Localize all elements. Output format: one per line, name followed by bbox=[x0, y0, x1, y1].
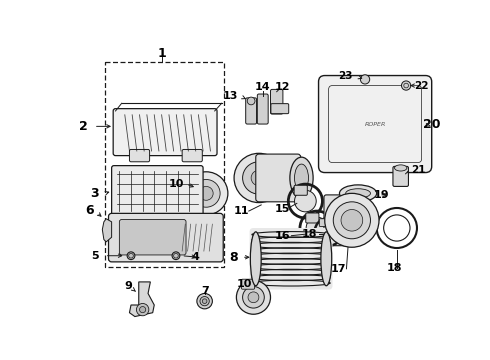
FancyBboxPatch shape bbox=[120, 220, 186, 255]
Text: 22: 22 bbox=[414, 81, 428, 91]
Circle shape bbox=[192, 180, 220, 207]
FancyBboxPatch shape bbox=[257, 94, 268, 124]
Circle shape bbox=[361, 75, 369, 84]
Circle shape bbox=[251, 170, 267, 186]
Circle shape bbox=[199, 186, 213, 200]
Ellipse shape bbox=[394, 165, 407, 171]
Text: 12: 12 bbox=[274, 82, 290, 92]
Ellipse shape bbox=[345, 189, 370, 198]
Text: 5: 5 bbox=[91, 251, 98, 261]
Text: 16: 16 bbox=[274, 231, 290, 241]
FancyBboxPatch shape bbox=[393, 166, 409, 186]
Text: 18: 18 bbox=[301, 229, 317, 239]
Text: 15: 15 bbox=[274, 204, 290, 214]
Circle shape bbox=[202, 299, 207, 303]
Circle shape bbox=[341, 210, 363, 231]
FancyBboxPatch shape bbox=[319, 219, 330, 226]
FancyBboxPatch shape bbox=[245, 98, 257, 124]
Circle shape bbox=[184, 172, 228, 215]
FancyBboxPatch shape bbox=[270, 89, 283, 114]
Text: 18: 18 bbox=[387, 263, 402, 273]
Bar bbox=[105, 62, 224, 266]
Text: 8: 8 bbox=[229, 251, 238, 264]
Circle shape bbox=[236, 280, 270, 314]
Text: 9: 9 bbox=[124, 281, 132, 291]
Text: 17: 17 bbox=[331, 264, 346, 274]
Text: 10: 10 bbox=[168, 179, 184, 189]
Circle shape bbox=[234, 153, 284, 203]
Text: 2: 2 bbox=[78, 120, 87, 133]
FancyBboxPatch shape bbox=[108, 213, 223, 262]
FancyBboxPatch shape bbox=[271, 104, 289, 114]
Text: 11: 11 bbox=[234, 206, 249, 216]
Circle shape bbox=[172, 252, 180, 260]
FancyBboxPatch shape bbox=[294, 185, 307, 195]
Ellipse shape bbox=[321, 232, 332, 286]
Circle shape bbox=[197, 293, 212, 309]
Ellipse shape bbox=[340, 185, 377, 202]
Text: 23: 23 bbox=[338, 71, 353, 81]
FancyBboxPatch shape bbox=[318, 76, 432, 172]
Circle shape bbox=[243, 287, 264, 308]
Polygon shape bbox=[129, 282, 154, 316]
Circle shape bbox=[401, 81, 411, 90]
Text: ROPER: ROPER bbox=[365, 122, 386, 127]
Circle shape bbox=[200, 297, 209, 306]
Ellipse shape bbox=[290, 157, 313, 199]
Text: 14: 14 bbox=[255, 82, 270, 92]
Circle shape bbox=[325, 193, 379, 247]
Circle shape bbox=[247, 97, 255, 105]
Text: 6: 6 bbox=[86, 204, 94, 217]
Ellipse shape bbox=[250, 232, 261, 286]
Text: 1: 1 bbox=[158, 48, 167, 60]
FancyBboxPatch shape bbox=[129, 149, 149, 162]
Ellipse shape bbox=[294, 164, 309, 192]
Text: 13: 13 bbox=[222, 91, 238, 100]
Text: 19: 19 bbox=[373, 190, 389, 200]
Text: 7: 7 bbox=[201, 286, 209, 296]
Circle shape bbox=[333, 202, 370, 239]
Polygon shape bbox=[102, 219, 112, 242]
FancyBboxPatch shape bbox=[324, 195, 360, 246]
Text: 4: 4 bbox=[192, 252, 199, 262]
Circle shape bbox=[306, 217, 328, 239]
FancyBboxPatch shape bbox=[113, 109, 217, 156]
Circle shape bbox=[127, 252, 135, 260]
Circle shape bbox=[140, 307, 146, 313]
FancyBboxPatch shape bbox=[242, 279, 255, 289]
FancyBboxPatch shape bbox=[249, 228, 333, 289]
Text: 10: 10 bbox=[237, 279, 252, 289]
FancyBboxPatch shape bbox=[306, 213, 319, 223]
Circle shape bbox=[243, 162, 275, 194]
Circle shape bbox=[294, 190, 316, 212]
Text: 20: 20 bbox=[423, 118, 441, 131]
Text: 3: 3 bbox=[90, 187, 99, 200]
FancyBboxPatch shape bbox=[112, 166, 203, 216]
FancyBboxPatch shape bbox=[256, 154, 301, 202]
Circle shape bbox=[136, 303, 149, 316]
Text: 21: 21 bbox=[412, 165, 426, 175]
FancyBboxPatch shape bbox=[182, 149, 202, 162]
Circle shape bbox=[248, 292, 259, 303]
